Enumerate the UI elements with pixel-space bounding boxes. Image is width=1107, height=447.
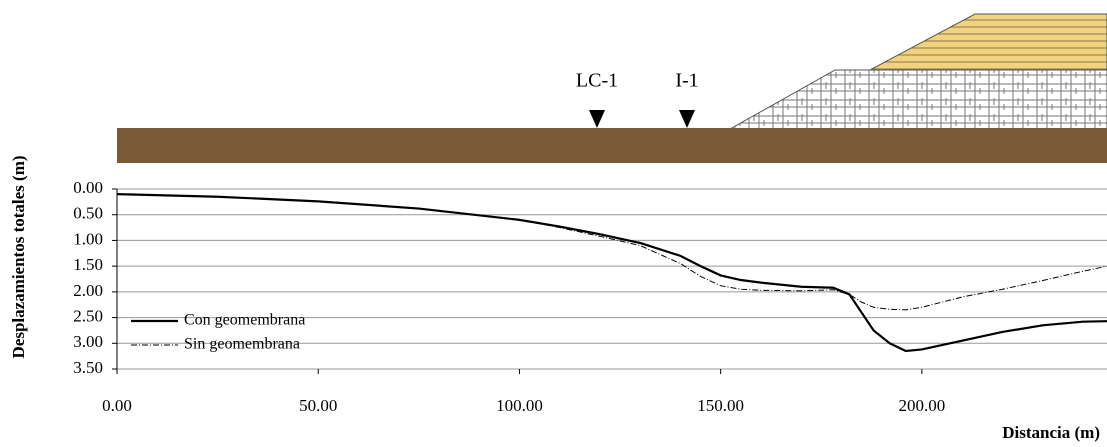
cross-section: LC-1 I-1	[117, 13, 1107, 163]
embankment-top	[869, 13, 1107, 71]
y-tick-label: 3.00	[73, 332, 103, 351]
x-axis-label: Distancia (m)	[1002, 423, 1100, 442]
y-tick-label: 3.50	[73, 358, 103, 377]
legend-label: Con geomembrana	[184, 312, 305, 329]
embankment-base	[728, 69, 1107, 130]
annotation: LC-1	[576, 70, 618, 92]
x-tick-label: 150.00	[697, 396, 744, 415]
y-tick-label: 2.00	[73, 281, 103, 300]
ground	[117, 128, 1107, 163]
marker	[679, 110, 695, 128]
marker	[589, 110, 605, 128]
series-line	[116, 193, 1107, 311]
y-tick-label: 0.00	[73, 178, 103, 197]
legend-label: Sin geomembrana	[184, 336, 300, 353]
y-axis-label: Desplazamientos totales (m)	[9, 155, 28, 358]
x-tick-label: 200.00	[899, 396, 946, 415]
y-tick-label: 2.50	[73, 306, 103, 325]
y-tick-label: 1.00	[73, 229, 103, 248]
x-tick-label: 50.00	[299, 396, 337, 415]
x-tick-label: 100.00	[496, 396, 543, 415]
y-tick-label: 1.50	[73, 255, 103, 274]
x-tick-label: 0.00	[102, 396, 132, 415]
annotation: I-1	[675, 70, 698, 92]
y-tick-label: 0.50	[73, 204, 103, 223]
